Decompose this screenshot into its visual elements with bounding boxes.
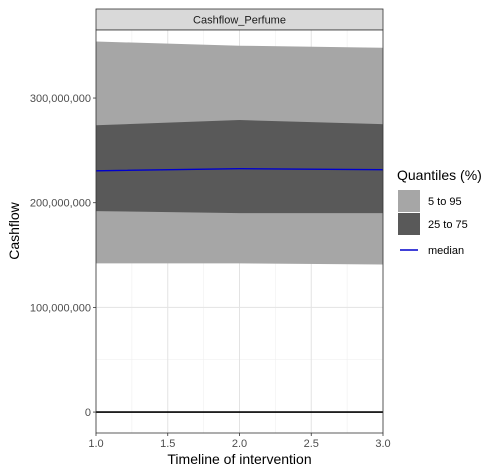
legend-key-25-to-75 [398, 213, 420, 235]
x-tick-label: 2.0 [232, 438, 247, 450]
x-tick-label: 1.0 [88, 438, 103, 450]
legend-label: 25 to 75 [428, 219, 468, 231]
x-axis-title: Timeline of intervention [167, 451, 311, 467]
y-axis-title: Cashflow [6, 201, 22, 259]
y-tick-label: 0 [85, 407, 91, 419]
y-tick-label: 100,000,000 [30, 302, 91, 314]
chart-title: Cashflow_Perfume [193, 15, 286, 27]
x-axis: 1.0 1.5 2.0 2.5 3.0 [88, 433, 391, 450]
bands [96, 41, 383, 265]
y-tick-label: 300,000,000 [30, 93, 91, 105]
x-tick-label: 1.5 [160, 438, 175, 450]
x-tick-label: 2.5 [304, 438, 319, 450]
y-axis: 0 100,000,000 200,000,000 300,000,000 [30, 93, 96, 419]
lines [95, 167, 384, 413]
y-tick-label: 200,000,000 [30, 198, 91, 210]
legend-key-5-to-95 [398, 190, 420, 212]
band-25-to-75 [96, 120, 383, 214]
x-tick-label: 3.0 [375, 438, 390, 450]
legend-title: Quantiles (%) [397, 167, 482, 183]
legend: Quantiles (%) 5 to 95 25 to 75 median [397, 167, 482, 257]
median-line [95, 167, 384, 172]
legend-label: median [428, 245, 464, 257]
strip: Cashflow_Perfume [95, 8, 384, 31]
legend-label: 5 to 95 [428, 196, 462, 208]
